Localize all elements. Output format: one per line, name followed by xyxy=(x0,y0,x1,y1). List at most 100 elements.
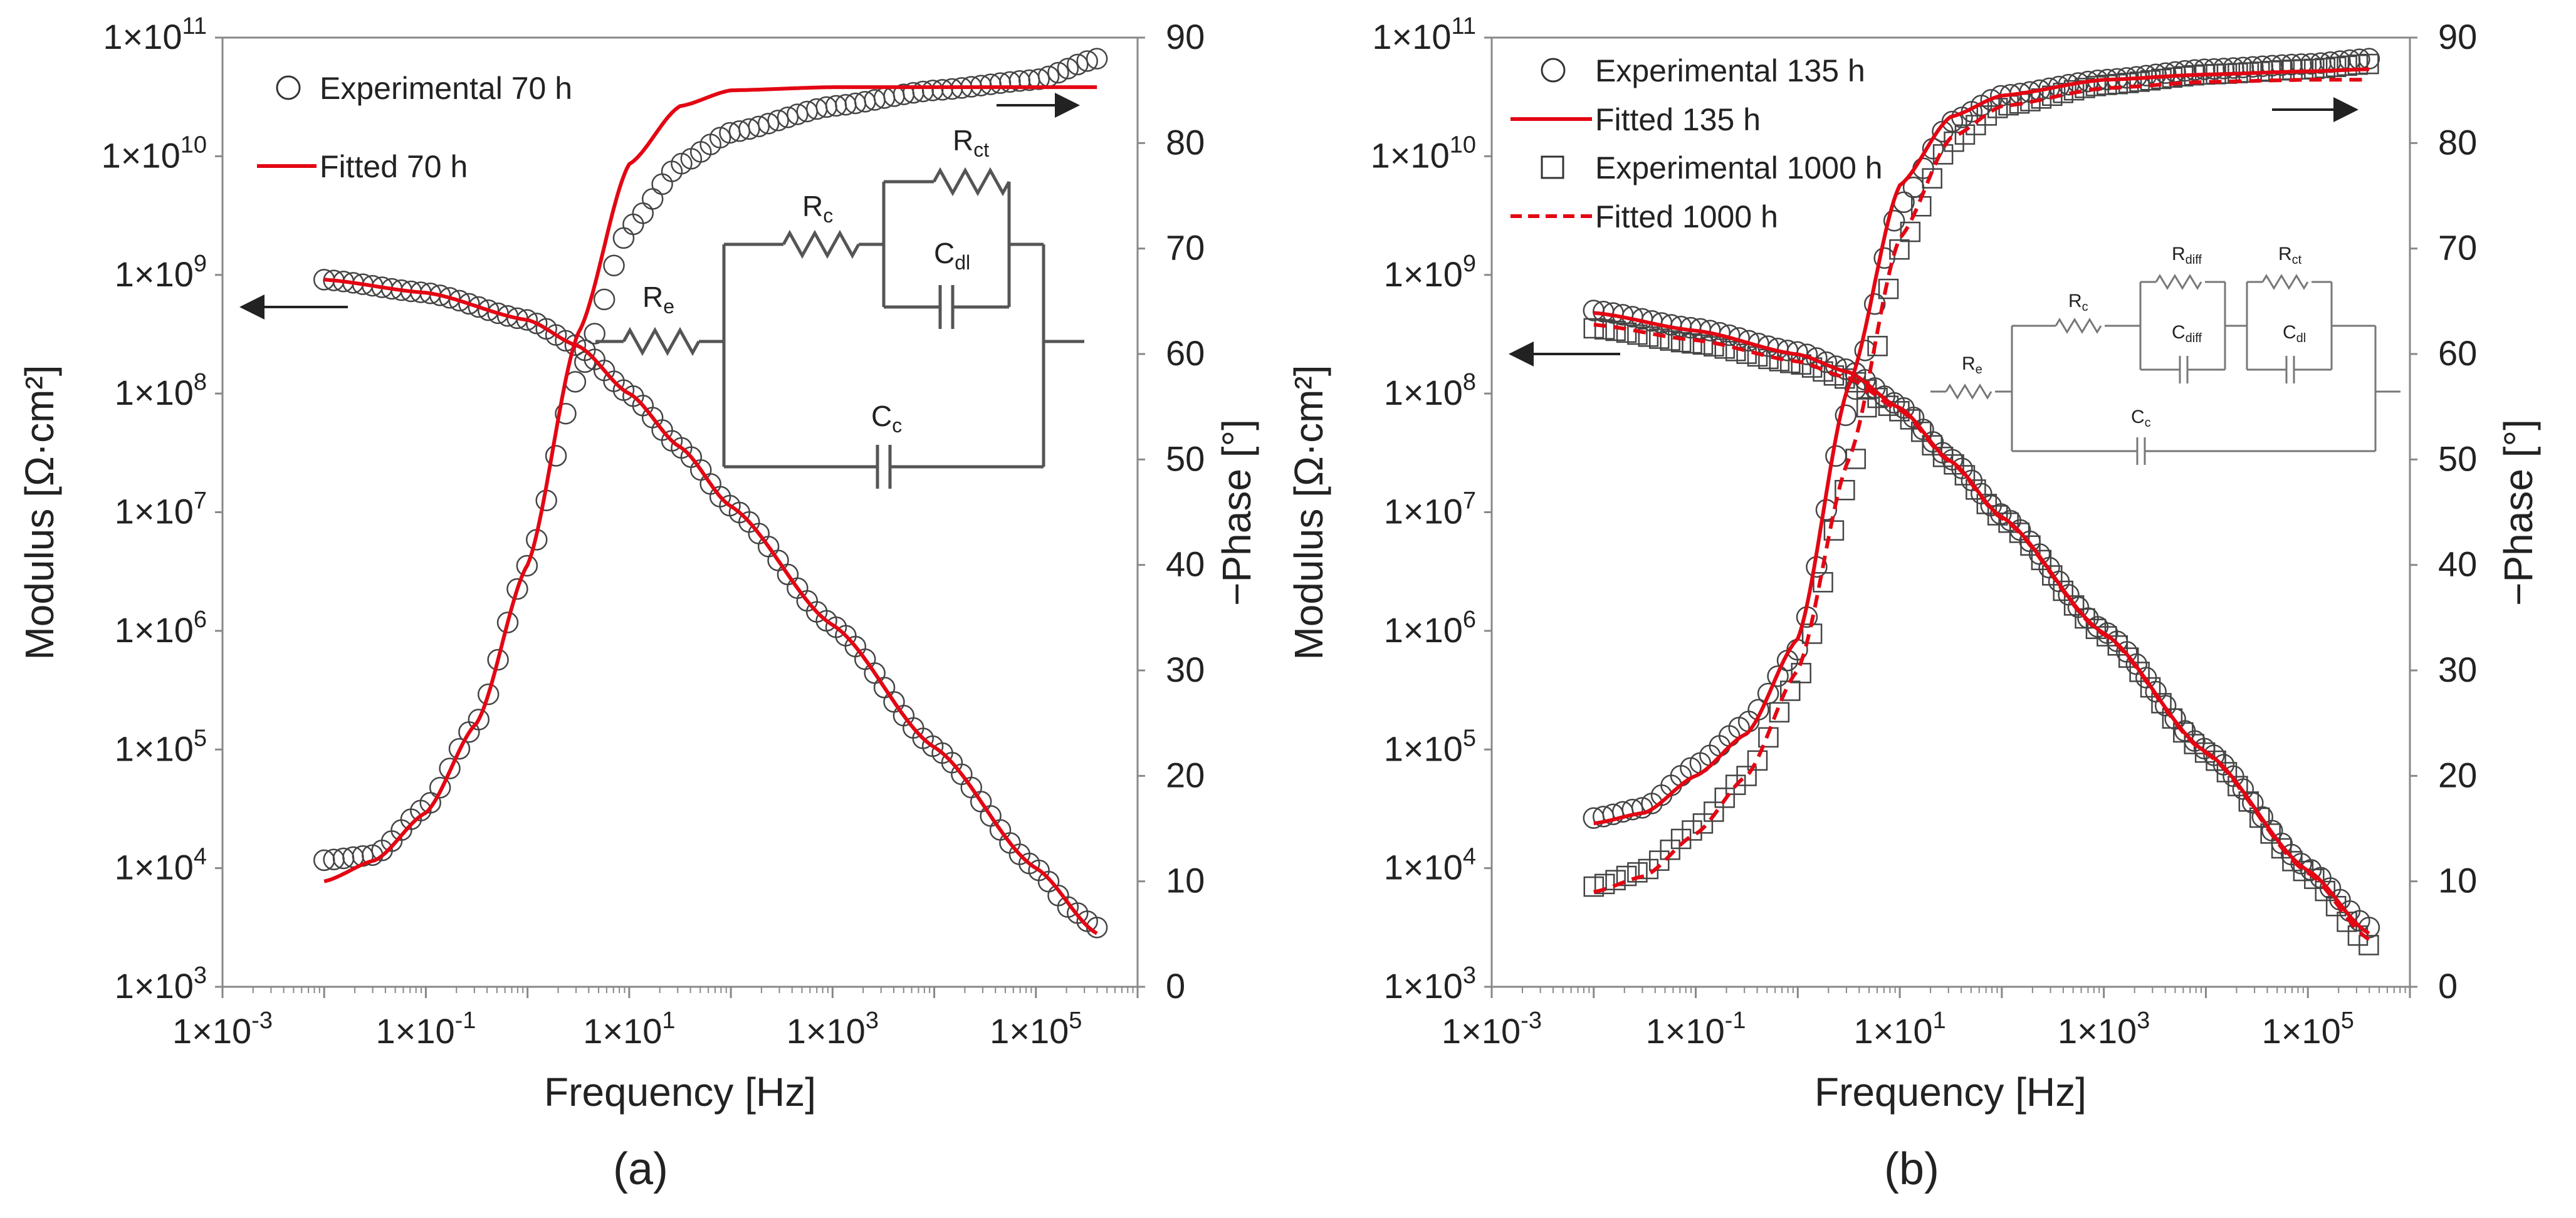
data-point xyxy=(1747,750,1768,771)
data-layer-a xyxy=(313,48,1108,939)
data-point xyxy=(545,445,567,467)
data-point xyxy=(1767,665,1789,687)
data-point xyxy=(2325,56,2347,77)
x-tick-label: 1×101 xyxy=(1853,1007,1945,1051)
data-point xyxy=(757,112,780,135)
data-point xyxy=(1867,336,1888,357)
data-point xyxy=(1605,870,1626,890)
y2-tick-label: 30 xyxy=(2438,650,2477,689)
data-point xyxy=(2097,75,2117,95)
panel-label-a: (a) xyxy=(613,1144,668,1194)
data-point xyxy=(1704,801,1724,822)
y-tick-label: 1×106 xyxy=(1384,606,1476,650)
data-point xyxy=(2315,58,2335,78)
data-point xyxy=(1067,53,1089,76)
data-point xyxy=(2228,776,2248,796)
data-layer-b xyxy=(1583,48,2380,955)
y2-tick-label: 20 xyxy=(2438,755,2477,794)
svg-text:Rc: Rc xyxy=(2068,291,2088,314)
data-point xyxy=(1086,48,1108,70)
y2-tick-label: 70 xyxy=(2438,228,2477,268)
data-point xyxy=(2206,750,2226,771)
data-point xyxy=(1987,505,2008,526)
plot-area-a xyxy=(221,36,1139,988)
data-point xyxy=(448,737,471,760)
data-point xyxy=(1670,828,1692,850)
data-point xyxy=(2053,580,2073,601)
y2-tick-label: 60 xyxy=(1166,333,1205,373)
data-point xyxy=(1616,865,1637,887)
y2-axis-ticks-b: 90 80 70 60 50 40 30 20 10 0 xyxy=(2410,17,2477,1006)
y-tick-label: 1×1011 xyxy=(1372,13,1476,56)
y-axis-title-a: Modulus [Ω·cm²] xyxy=(17,365,62,660)
data-point xyxy=(1873,247,1895,269)
svg-text:Re: Re xyxy=(642,281,674,318)
data-point xyxy=(2107,73,2128,95)
y2-tick-label: 40 xyxy=(2438,544,2477,584)
y-tick-label: 1×109 xyxy=(1384,251,1476,294)
data-point xyxy=(439,757,461,779)
data-point xyxy=(516,554,538,577)
data-point xyxy=(2347,54,2369,75)
y-tick-label: 1×105 xyxy=(1384,725,1476,768)
x-axis-ticks-b: 1×10-3 1×10-1 1×101 1×103 1×105 xyxy=(1442,987,2411,1051)
data-point xyxy=(1976,105,1997,126)
data-point xyxy=(1835,479,1855,501)
data-point xyxy=(1076,50,1098,72)
y-tick-label: 1×105 xyxy=(115,725,207,768)
y2-tick-label: 0 xyxy=(1166,966,1185,1006)
legend-marker-experimental-70h xyxy=(276,75,301,100)
fit-line xyxy=(324,278,1098,935)
data-point xyxy=(555,402,577,425)
y-tick-label: 1×106 xyxy=(115,606,207,650)
data-point xyxy=(1856,397,1877,418)
data-point xyxy=(777,107,799,128)
legend-label-experimental-135h: Experimental 135 h xyxy=(1595,53,1865,88)
plot-area-b xyxy=(1490,36,2411,988)
data-point xyxy=(603,254,625,277)
fit-line xyxy=(323,85,1097,883)
data-point xyxy=(1769,702,1790,723)
data-point xyxy=(1583,318,1605,339)
data-point xyxy=(2031,549,2052,571)
x-axis-ticks-a: 1×10-3 1×10-1 1×101 1×103 1×105 xyxy=(172,987,1139,1051)
data-point xyxy=(2085,618,2107,639)
data-point xyxy=(419,791,441,814)
data-point xyxy=(2359,935,2379,955)
data-point xyxy=(1692,334,1714,355)
y2-tick-label: 10 xyxy=(1166,861,1205,900)
data-point xyxy=(2260,823,2281,844)
data-point xyxy=(1878,278,1899,299)
data-point xyxy=(2315,880,2335,902)
x-tick-label: 1×105 xyxy=(990,1007,1082,1051)
data-point xyxy=(2118,647,2139,668)
equivalent-circuit-b xyxy=(1930,274,2401,465)
data-point xyxy=(1845,449,1867,469)
data-point xyxy=(2238,791,2259,812)
data-point xyxy=(458,293,480,315)
data-point xyxy=(564,334,587,357)
x-tick-label: 1×10-1 xyxy=(1646,1007,1746,1051)
y2-tick-label: 90 xyxy=(2438,17,2477,56)
data-point xyxy=(1605,320,1626,341)
data-point xyxy=(2304,868,2325,889)
data-point xyxy=(2009,523,2030,543)
data-point xyxy=(1932,446,1954,467)
data-point xyxy=(2107,635,2128,656)
data-point xyxy=(2063,595,2085,616)
data-point xyxy=(2184,734,2204,754)
x-tick-label: 1×105 xyxy=(2262,1007,2354,1051)
y-tick-label: 1×1010 xyxy=(1371,132,1476,175)
data-point xyxy=(2118,73,2139,93)
data-point xyxy=(1966,479,1986,500)
data-point xyxy=(1813,572,1833,593)
data-point xyxy=(439,287,461,309)
data-point xyxy=(1976,494,1997,514)
y-axis-ticks-a: 1×1011 1×1010 1×109 1×108 1×107 1×106 1×105 1×1… xyxy=(102,13,223,1006)
fit-line xyxy=(1593,323,2370,941)
data-point xyxy=(1594,319,1615,340)
resistor-rc-b xyxy=(2055,318,2102,334)
data-point xyxy=(2359,53,2379,75)
data-point xyxy=(1670,331,1692,353)
data-point xyxy=(477,299,500,321)
